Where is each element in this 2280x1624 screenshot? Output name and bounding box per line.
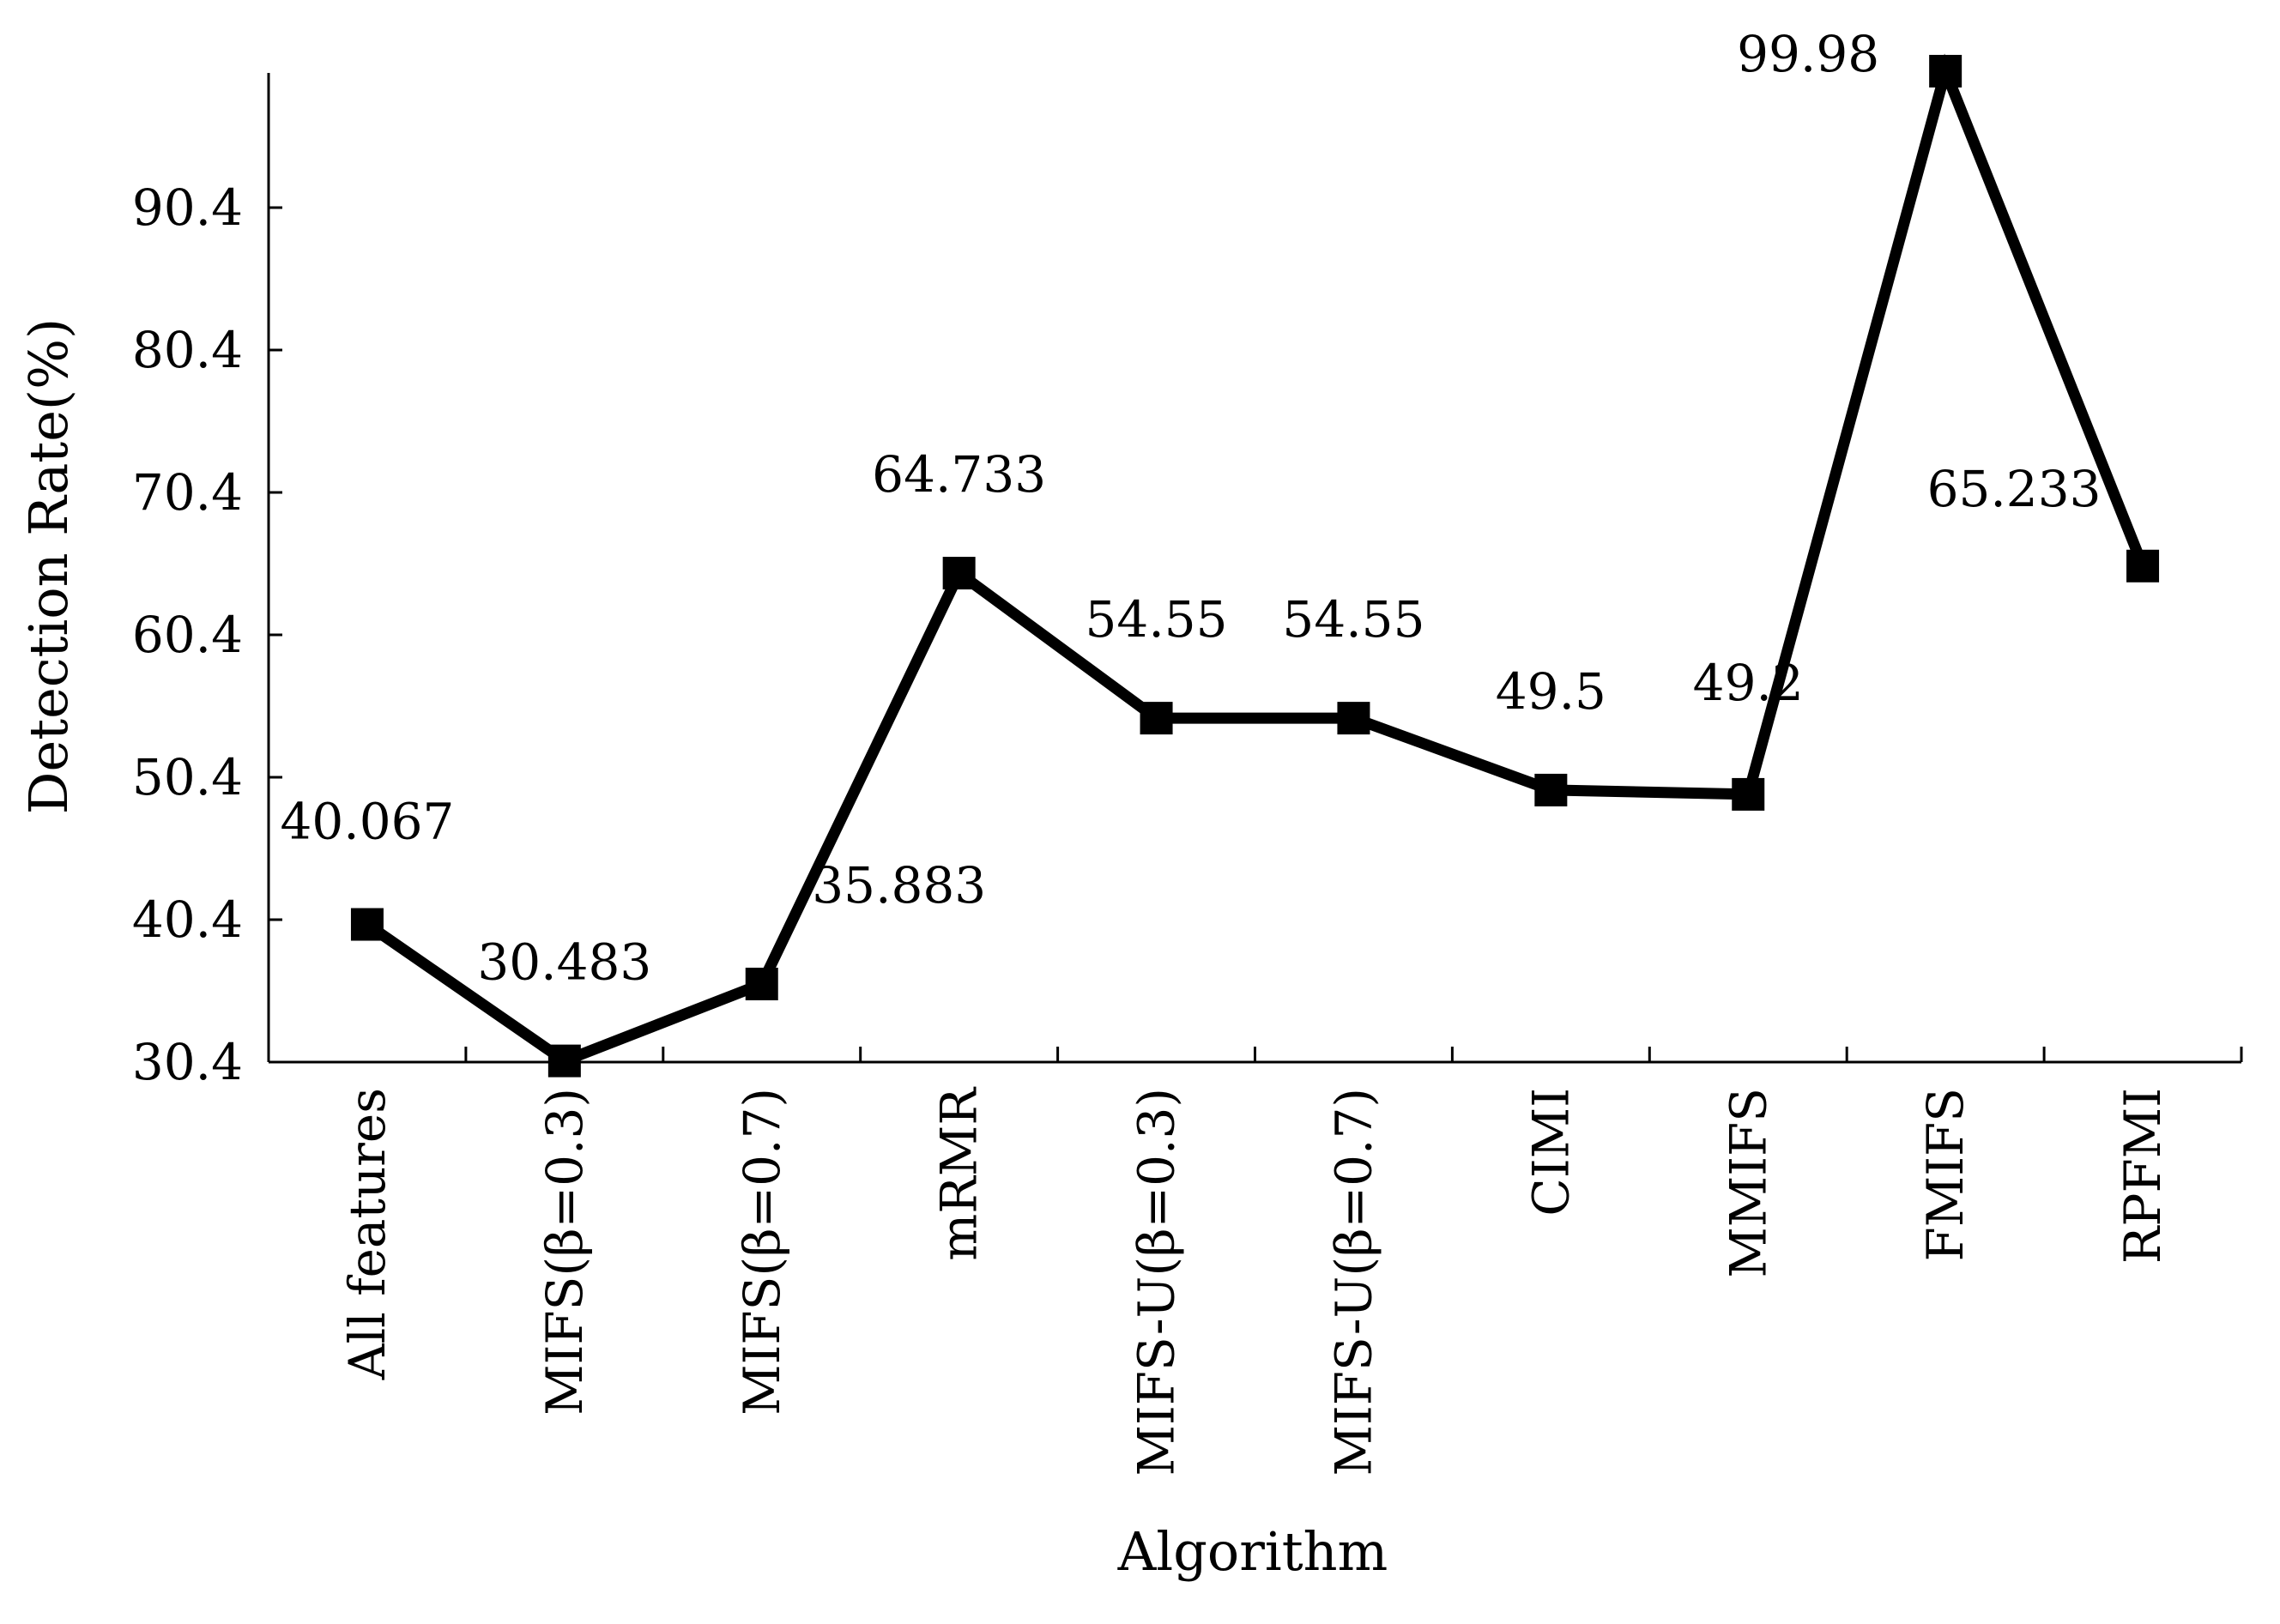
data-point: [1732, 777, 1765, 811]
y-tick-label: 90.4: [132, 178, 243, 237]
category-label: RPFMI: [2114, 1088, 2172, 1264]
category-label: FMIFS: [1916, 1088, 1975, 1262]
category-label: MIFS(β=0.3): [535, 1088, 594, 1416]
data-label: 54.55: [1282, 590, 1424, 649]
y-tick-label: 80.4: [132, 321, 243, 379]
data-point: [1337, 702, 1370, 735]
y-tick-label: 40.4: [132, 890, 243, 949]
data-point: [1929, 54, 1962, 88]
y-tick-label: 50.4: [132, 748, 243, 806]
data-label: 49.5: [1496, 662, 1606, 721]
series-line: [364, 53, 2149, 1067]
y-axis-title: Detection Rate(%): [17, 318, 80, 814]
data-point: [547, 1044, 581, 1078]
category-label: MIFS-U(β=0.7): [1324, 1088, 1382, 1476]
data-label: 64.733: [872, 445, 1046, 504]
category-label: All features: [338, 1088, 396, 1380]
data-label: 35.883: [812, 856, 986, 915]
category-label: MIFS-U(β=0.3): [1128, 1088, 1186, 1476]
axes: [267, 73, 2241, 1064]
y-axis-ticks: 30.4 40.4 50.4 60.4 70.4 80.4 90.4: [132, 178, 282, 1091]
data-label: 99.98: [1737, 25, 1879, 83]
data-point: [745, 967, 778, 1000]
data-point: [2126, 549, 2160, 583]
category-label: MIFS(β=0.7): [733, 1088, 791, 1416]
category-label: MMIFS: [1719, 1088, 1777, 1278]
data-point: [350, 908, 384, 941]
data-label: 54.55: [1086, 590, 1228, 649]
y-tick-label: 70.4: [132, 463, 243, 522]
y-tick-label: 60.4: [132, 606, 243, 664]
data-label: 65.233: [1927, 460, 2102, 518]
data-point: [1534, 773, 1568, 806]
y-tick-label: 30.4: [132, 1033, 243, 1091]
x-axis-title: Algorithm: [1117, 1520, 1388, 1583]
category-label: CIMI: [1521, 1088, 1580, 1216]
data-label: 49.2: [1693, 654, 1804, 712]
series-points: [350, 54, 2160, 1078]
category-label: mRMR: [930, 1086, 989, 1261]
data-point: [1140, 702, 1173, 735]
series-line-path: [364, 53, 2149, 1067]
x-axis-ticks: [267, 1047, 2243, 1062]
data-label: 30.483: [477, 933, 651, 992]
category-labels: All features MIFS(β=0.3) MIFS(β=0.7) mRMR MI…: [338, 1086, 2172, 1476]
data-label: 40.067: [280, 793, 454, 851]
data-point: [942, 557, 976, 590]
data-labels: 40.067 30.483 35.883 64.733 54.55 54.55 49.5 49…: [280, 25, 2101, 992]
